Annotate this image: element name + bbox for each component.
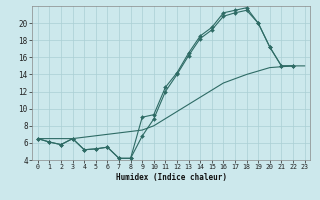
X-axis label: Humidex (Indice chaleur): Humidex (Indice chaleur): [116, 173, 227, 182]
